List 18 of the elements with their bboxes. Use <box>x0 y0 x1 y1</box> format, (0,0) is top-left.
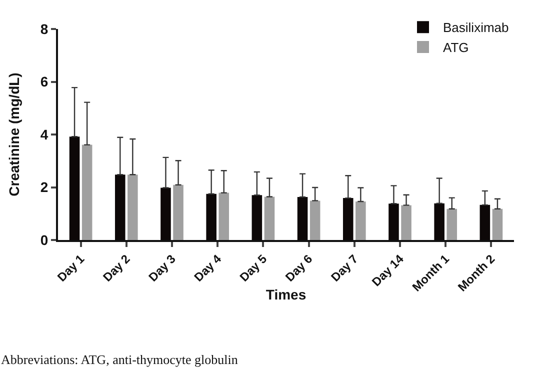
x-tick-label: Day 5 <box>237 252 270 284</box>
legend-label: ATG <box>443 40 469 56</box>
text: Abbreviations: ATG, anti-thymocyte globulin <box>1 352 238 367</box>
x-tick-label: Day 3 <box>146 252 179 284</box>
y-tick-label: 2 <box>40 179 48 196</box>
y-tick-label: 6 <box>40 74 48 90</box>
x-tick-label: Day 4 <box>191 252 224 284</box>
x-tick-label: Day 7 <box>328 252 361 284</box>
y-axis-title: Creatinine (mg/dL) <box>6 72 22 196</box>
x-tick-label: Day 2 <box>100 252 133 284</box>
x-tick-label: Day 6 <box>282 252 316 284</box>
y-tick-label: 4 <box>40 126 48 142</box>
x-axis-title: Times <box>266 286 306 302</box>
x-tick-label: Day 14 <box>369 252 407 290</box>
legend-label: Basiliximab <box>443 20 509 36</box>
x-tick-label: Day 1 <box>54 252 88 284</box>
y-tick-label: 0 <box>40 232 48 248</box>
y-tick-label: 8 <box>40 20 48 37</box>
